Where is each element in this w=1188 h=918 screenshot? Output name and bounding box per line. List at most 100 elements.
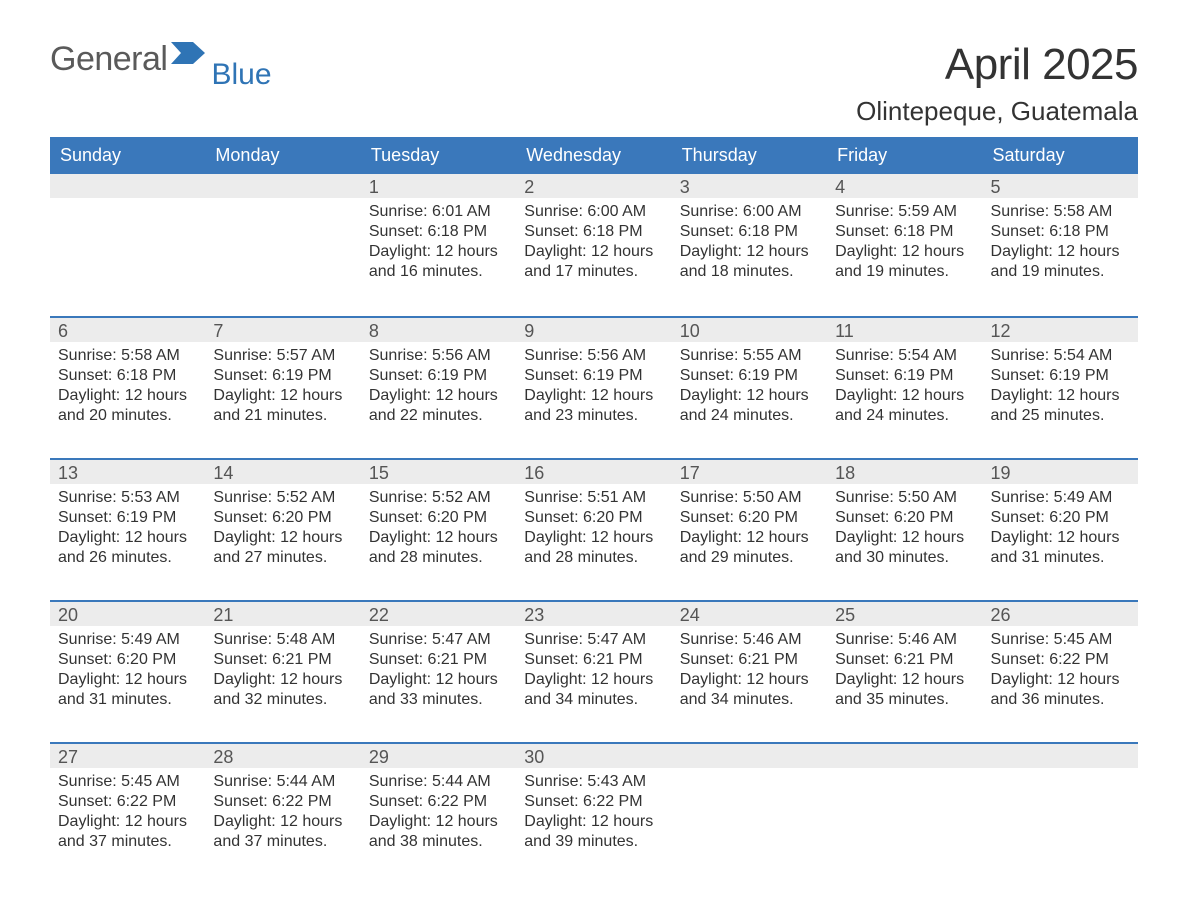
day-cell [50,174,205,302]
sunset-text: Sunset: 6:18 PM [58,366,197,386]
title-month: April 2025 [856,40,1138,90]
day-number: 13 [50,460,205,484]
daylight-line-2: and 30 minutes. [835,548,974,568]
sunrise-text: Sunrise: 5:53 AM [58,488,197,508]
sunrise-text: Sunrise: 5:58 AM [991,202,1130,222]
daylight-line-2: and 34 minutes. [680,690,819,710]
daylight-line-2: and 24 minutes. [680,406,819,426]
day-number: 26 [983,602,1138,626]
daylight-line-2: and 18 minutes. [680,262,819,282]
day-cell: 24Sunrise: 5:46 AMSunset: 6:21 PMDayligh… [672,602,827,728]
logo-word-2: Blue [211,58,271,92]
daylight-line-1: Daylight: 12 hours [835,670,974,690]
page-header: General Blue April 2025 Olintepeque, Gua… [50,40,1138,127]
day-cell: 22Sunrise: 5:47 AMSunset: 6:21 PMDayligh… [361,602,516,728]
sunrise-text: Sunrise: 5:59 AM [835,202,974,222]
day-cell: 28Sunrise: 5:44 AMSunset: 6:22 PMDayligh… [205,744,360,870]
dow-saturday: Saturday [983,137,1138,174]
day-number [50,174,205,198]
sunrise-text: Sunrise: 5:56 AM [524,346,663,366]
day-body: Sunrise: 5:54 AMSunset: 6:19 PMDaylight:… [827,342,982,436]
sunrise-text: Sunrise: 5:44 AM [369,772,508,792]
day-cell: 9Sunrise: 5:56 AMSunset: 6:19 PMDaylight… [516,318,671,444]
sunrise-text: Sunrise: 5:58 AM [58,346,197,366]
day-cell: 27Sunrise: 5:45 AMSunset: 6:22 PMDayligh… [50,744,205,870]
sunrise-text: Sunrise: 5:57 AM [213,346,352,366]
day-cell: 5Sunrise: 5:58 AMSunset: 6:18 PMDaylight… [983,174,1138,302]
day-body: Sunrise: 5:58 AMSunset: 6:18 PMDaylight:… [983,198,1138,292]
dow-wednesday: Wednesday [516,137,671,174]
daylight-line-2: and 37 minutes. [213,832,352,852]
sunset-text: Sunset: 6:18 PM [680,222,819,242]
daylight-line-1: Daylight: 12 hours [213,812,352,832]
daylight-line-2: and 23 minutes. [524,406,663,426]
daylight-line-1: Daylight: 12 hours [58,386,197,406]
sunrise-text: Sunrise: 5:52 AM [369,488,508,508]
sunrise-text: Sunrise: 6:00 AM [524,202,663,222]
sunrise-text: Sunrise: 5:50 AM [835,488,974,508]
daylight-line-2: and 34 minutes. [524,690,663,710]
daylight-line-1: Daylight: 12 hours [369,386,508,406]
day-cell: 12Sunrise: 5:54 AMSunset: 6:19 PMDayligh… [983,318,1138,444]
daylight-line-2: and 39 minutes. [524,832,663,852]
sunset-text: Sunset: 6:20 PM [991,508,1130,528]
day-body [827,768,982,782]
day-body: Sunrise: 5:54 AMSunset: 6:19 PMDaylight:… [983,342,1138,436]
day-body: Sunrise: 5:49 AMSunset: 6:20 PMDaylight:… [983,484,1138,578]
day-cell: 10Sunrise: 5:55 AMSunset: 6:19 PMDayligh… [672,318,827,444]
daylight-line-1: Daylight: 12 hours [524,386,663,406]
daylight-line-1: Daylight: 12 hours [369,812,508,832]
day-body [672,768,827,782]
sunset-text: Sunset: 6:21 PM [835,650,974,670]
sunrise-text: Sunrise: 5:47 AM [524,630,663,650]
sunset-text: Sunset: 6:22 PM [524,792,663,812]
day-number: 4 [827,174,982,198]
day-body: Sunrise: 5:43 AMSunset: 6:22 PMDaylight:… [516,768,671,862]
sunrise-text: Sunrise: 5:48 AM [213,630,352,650]
sunset-text: Sunset: 6:20 PM [369,508,508,528]
daylight-line-1: Daylight: 12 hours [680,670,819,690]
daylight-line-1: Daylight: 12 hours [369,670,508,690]
sunrise-text: Sunrise: 5:50 AM [680,488,819,508]
sunset-text: Sunset: 6:22 PM [991,650,1130,670]
sunset-text: Sunset: 6:20 PM [58,650,197,670]
daylight-line-2: and 31 minutes. [991,548,1130,568]
sunrise-text: Sunrise: 6:01 AM [369,202,508,222]
day-body: Sunrise: 5:55 AMSunset: 6:19 PMDaylight:… [672,342,827,436]
day-number: 9 [516,318,671,342]
daylight-line-2: and 26 minutes. [58,548,197,568]
sunrise-text: Sunrise: 5:55 AM [680,346,819,366]
day-body: Sunrise: 6:01 AMSunset: 6:18 PMDaylight:… [361,198,516,292]
sunrise-text: Sunrise: 5:51 AM [524,488,663,508]
daylight-line-1: Daylight: 12 hours [835,242,974,262]
daylight-line-2: and 25 minutes. [991,406,1130,426]
day-cell: 14Sunrise: 5:52 AMSunset: 6:20 PMDayligh… [205,460,360,586]
daylight-line-2: and 16 minutes. [369,262,508,282]
title-location: Olintepeque, Guatemala [856,96,1138,127]
day-cell: 7Sunrise: 5:57 AMSunset: 6:19 PMDaylight… [205,318,360,444]
day-cell: 11Sunrise: 5:54 AMSunset: 6:19 PMDayligh… [827,318,982,444]
daylight-line-1: Daylight: 12 hours [991,528,1130,548]
day-number [827,744,982,768]
daylight-line-1: Daylight: 12 hours [680,386,819,406]
daylight-line-2: and 35 minutes. [835,690,974,710]
sunset-text: Sunset: 6:19 PM [835,366,974,386]
row-spacer [50,444,1138,458]
day-number: 29 [361,744,516,768]
week-row: 13Sunrise: 5:53 AMSunset: 6:19 PMDayligh… [50,458,1138,586]
day-body: Sunrise: 5:52 AMSunset: 6:20 PMDaylight:… [205,484,360,578]
day-cell: 20Sunrise: 5:49 AMSunset: 6:20 PMDayligh… [50,602,205,728]
day-body: Sunrise: 5:48 AMSunset: 6:21 PMDaylight:… [205,626,360,720]
day-body: Sunrise: 5:57 AMSunset: 6:19 PMDaylight:… [205,342,360,436]
sunset-text: Sunset: 6:19 PM [58,508,197,528]
week-row: 6Sunrise: 5:58 AMSunset: 6:18 PMDaylight… [50,316,1138,444]
day-cell [827,744,982,870]
day-number: 28 [205,744,360,768]
day-number [672,744,827,768]
sunrise-text: Sunrise: 5:54 AM [835,346,974,366]
sunset-text: Sunset: 6:18 PM [835,222,974,242]
day-body: Sunrise: 5:53 AMSunset: 6:19 PMDaylight:… [50,484,205,578]
daylight-line-2: and 37 minutes. [58,832,197,852]
day-body: Sunrise: 5:47 AMSunset: 6:21 PMDaylight:… [516,626,671,720]
day-cell: 6Sunrise: 5:58 AMSunset: 6:18 PMDaylight… [50,318,205,444]
